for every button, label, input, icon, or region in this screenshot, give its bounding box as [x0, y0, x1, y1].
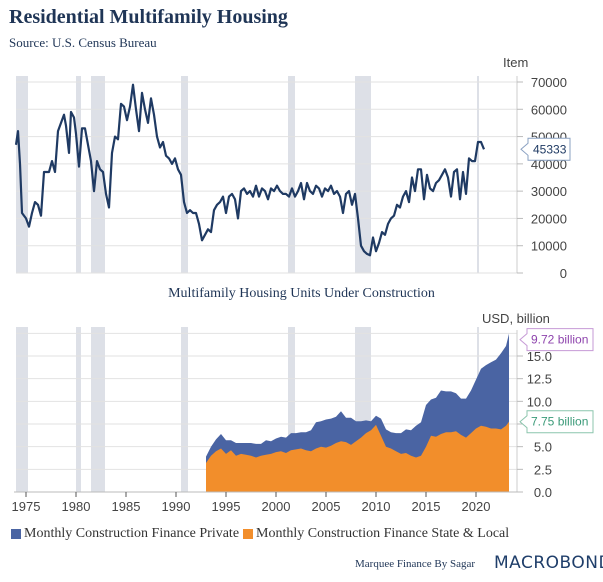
- x-tick-label: 2015: [412, 499, 441, 514]
- recession-band: [91, 327, 105, 492]
- legend-swatch-state-local: [243, 529, 254, 539]
- x-tick-label: 1995: [212, 499, 241, 514]
- macrobond-logo: MACROBOND: [494, 553, 603, 573]
- y-tick-label: 20000: [531, 211, 567, 226]
- callout-private: 9.72 billion: [519, 328, 594, 352]
- recession-band: [477, 76, 479, 273]
- x-axis-ticks: 1975 1980 1985 1990 1995 2000 2005 2010 2015 2020: [12, 492, 491, 514]
- y-tick-label: 2.5: [534, 462, 552, 477]
- callout-box: [519, 410, 594, 434]
- legend-item-private[interactable]: Monthly Construction Finance Private: [11, 526, 239, 542]
- last-value-callout: 45333: [520, 137, 571, 161]
- recession-band: [288, 76, 295, 273]
- recession-band: [76, 76, 81, 273]
- x-tick-label: 2005: [312, 499, 341, 514]
- callout-state-local: 7.75 billion: [519, 410, 594, 434]
- callout-box: [519, 328, 594, 352]
- y-tick-label: 60000: [531, 102, 567, 117]
- bottom-chart-title: Multifamily Housing Units Under Construc…: [168, 286, 435, 301]
- source-note: Source: U.S. Census Bureau: [9, 35, 157, 50]
- y-axis-title: Item: [503, 55, 528, 70]
- legend-label: Monthly Construction Finance Private: [24, 526, 240, 541]
- x-tick-label: 2020: [462, 499, 491, 514]
- y-tick-label: 12.5: [527, 372, 552, 387]
- area-state-local: [206, 421, 509, 492]
- recession-band: [91, 76, 105, 273]
- y-tick-label: 0.0: [534, 485, 552, 500]
- x-tick-label: 2000: [262, 499, 291, 514]
- recession-band: [288, 327, 295, 492]
- callout-value: 9.72 billion: [531, 333, 588, 347]
- y-tick-label: 5.0: [534, 440, 552, 455]
- legend: Monthly Construction Finance Private Mon…: [11, 526, 513, 542]
- series-line-housing-units: [14, 83, 486, 257]
- x-tick-label: 1985: [112, 499, 141, 514]
- callout-value: 45333: [533, 142, 567, 156]
- chart-title: Residential Multifamily Housing: [9, 6, 288, 28]
- y-tick-label: 70000: [531, 75, 567, 90]
- callout-value: 7.75 billion: [531, 415, 588, 429]
- callout-box: [520, 137, 571, 161]
- recession-band: [16, 76, 28, 273]
- x-tick-label: 1990: [162, 499, 191, 514]
- legend-item-state-local[interactable]: Monthly Construction Finance State & Loc…: [243, 526, 509, 542]
- recession-band: [355, 76, 371, 273]
- legend-swatch-private: [11, 529, 21, 539]
- recession-band: [181, 76, 188, 273]
- x-tick-label: 1975: [12, 499, 41, 514]
- recession-bands: [16, 76, 479, 273]
- legend-label: Monthly Construction Finance State & Loc…: [256, 526, 510, 541]
- recession-band: [16, 327, 28, 492]
- x-tick-label: 1980: [62, 499, 91, 514]
- y-tick-label: 0: [560, 266, 567, 281]
- x-tick-label: 2010: [362, 499, 391, 514]
- credit-text: Marquee Finance By Sagar: [355, 558, 476, 570]
- recession-bands: [16, 327, 479, 492]
- y-axis-title: USD, billion: [482, 311, 550, 326]
- y-tick-label: 10.0: [527, 394, 552, 409]
- y-tick-label: 10000: [531, 239, 567, 254]
- y-tick-label: 15.0: [527, 349, 552, 364]
- y-tick-label: 30000: [531, 184, 567, 199]
- bottom-chart: 0.02.55.07.510.012.515.0 197519801985199…: [12, 311, 594, 514]
- recession-band: [76, 327, 81, 492]
- recession-band: [181, 327, 188, 492]
